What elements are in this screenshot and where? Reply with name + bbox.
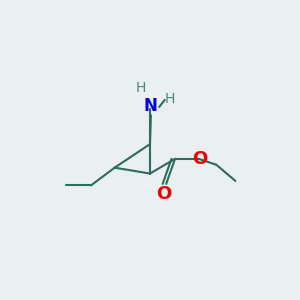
- Text: O: O: [192, 150, 207, 168]
- Text: N: N: [144, 98, 158, 116]
- Text: H: H: [165, 92, 175, 106]
- Text: H: H: [135, 81, 146, 95]
- Text: O: O: [156, 184, 172, 202]
